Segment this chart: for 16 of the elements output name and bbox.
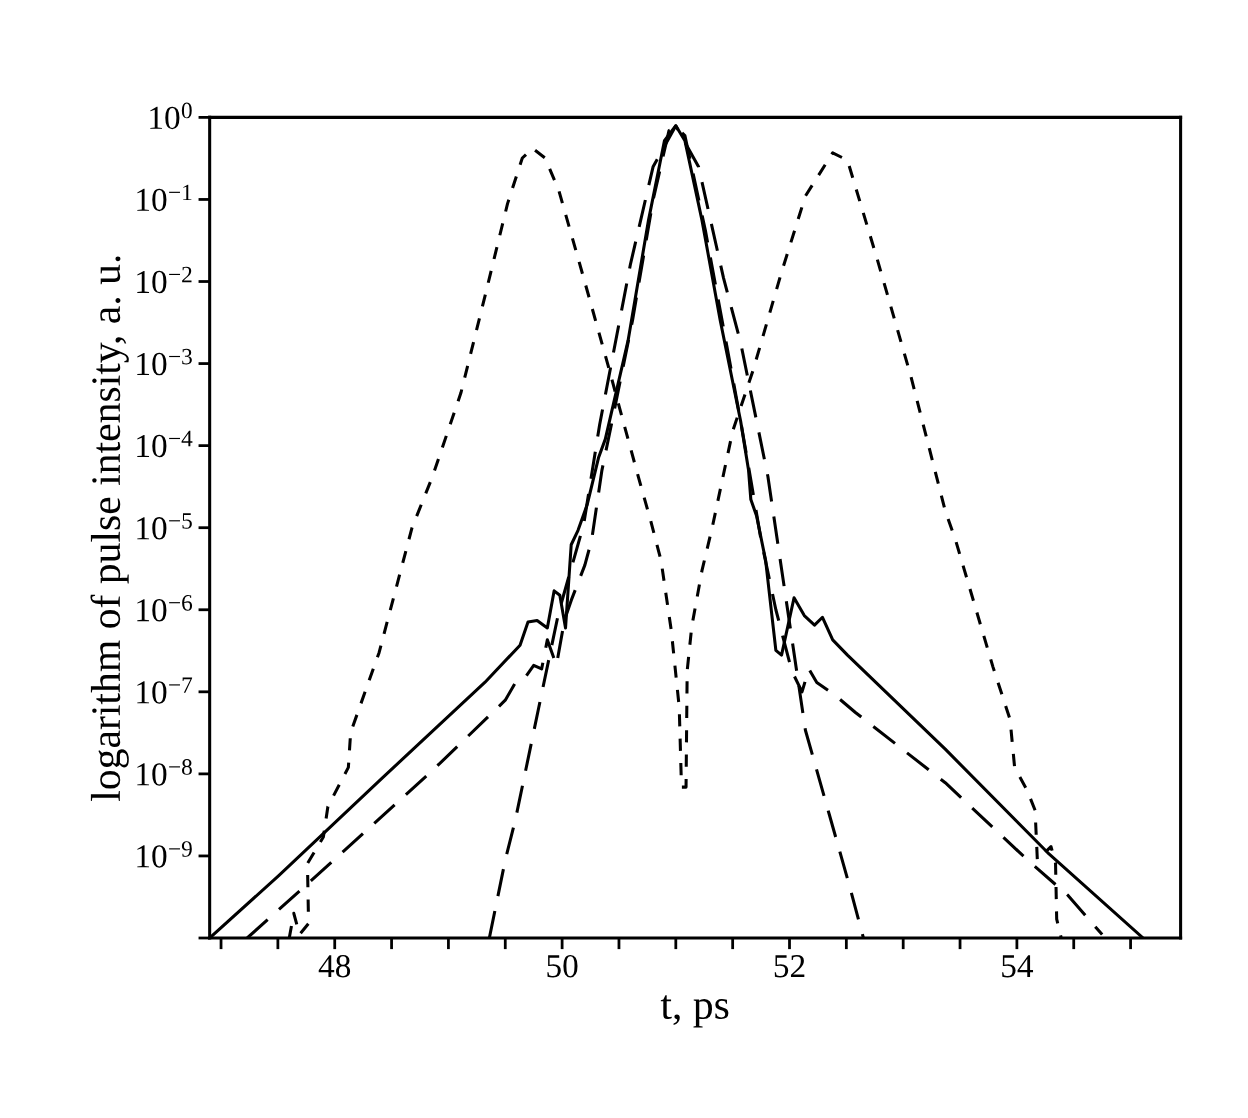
y-tick-label: 10$^{−9}$ bbox=[137, 841, 192, 868]
x-tick-label: 48 bbox=[318, 954, 351, 978]
y-axis-title: logarithm of pulse intensity, a. u. bbox=[90, 256, 129, 801]
y-tick-label: 10$^{0}$ bbox=[150, 102, 192, 130]
x-tick-label: 54 bbox=[1002, 955, 1034, 978]
y-tick-label: 10$^{−5}$ bbox=[137, 513, 192, 540]
y-tick-label: 10$^{−1}$ bbox=[137, 184, 192, 212]
y-tick-label: 10$^{−3}$ bbox=[137, 348, 192, 376]
x-axis-title: t, ps bbox=[660, 995, 729, 1028]
y-tick-label: 10$^{−4}$ bbox=[137, 430, 193, 458]
y-tick-label: 10$^{−8}$ bbox=[137, 759, 192, 786]
x-tick-label: 50 bbox=[547, 954, 578, 978]
y-tick-label: 10$^{−7}$ bbox=[137, 677, 193, 704]
y-tick-label: 10$^{−6}$ bbox=[137, 594, 193, 622]
y-tick-label: 10$^{−2}$ bbox=[137, 266, 192, 294]
x-tick-label: 52 bbox=[774, 955, 805, 978]
